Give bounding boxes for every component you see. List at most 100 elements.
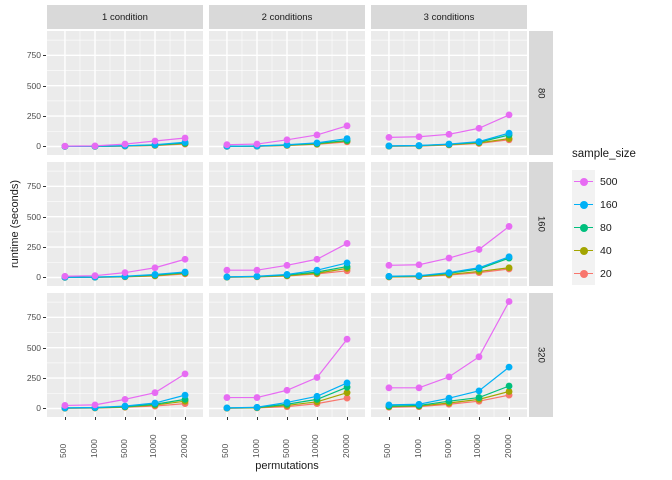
data-point bbox=[313, 266, 321, 274]
x-tick-label: 500 bbox=[382, 443, 393, 458]
data-point bbox=[91, 401, 99, 409]
data-point bbox=[223, 394, 231, 401]
legend-items: 500 160 80 40 20 bbox=[572, 170, 672, 285]
facet-panel bbox=[371, 162, 527, 286]
data-point bbox=[475, 387, 483, 395]
data-point bbox=[385, 133, 393, 141]
data-point bbox=[151, 137, 159, 145]
data-point bbox=[253, 403, 261, 411]
data-point bbox=[151, 399, 159, 407]
data-point bbox=[385, 384, 393, 392]
legend-key-swatch bbox=[572, 193, 595, 216]
data-point bbox=[343, 394, 351, 402]
data-point bbox=[343, 335, 351, 343]
data-point bbox=[253, 266, 261, 274]
facet-strip-col: 3 conditions bbox=[371, 5, 527, 29]
data-point bbox=[475, 394, 483, 401]
legend-item: 160 bbox=[572, 193, 672, 216]
y-tick-label: 500 bbox=[26, 211, 41, 222]
data-point bbox=[181, 255, 189, 263]
legend-key-swatch bbox=[572, 262, 595, 285]
data-point bbox=[385, 272, 393, 280]
x-tick-mark bbox=[125, 417, 126, 420]
data-point bbox=[445, 140, 453, 148]
data-point bbox=[223, 273, 231, 281]
y-tick-label: 750 bbox=[26, 181, 41, 192]
facet-panel bbox=[209, 162, 365, 286]
data-point bbox=[475, 246, 483, 253]
data-point bbox=[475, 138, 483, 146]
data-point bbox=[313, 131, 321, 139]
data-point bbox=[505, 111, 513, 119]
facet-strip-col: 2 conditions bbox=[209, 5, 365, 29]
x-tick-mark bbox=[347, 417, 349, 420]
data-point bbox=[151, 389, 159, 397]
data-point bbox=[343, 135, 351, 142]
x-tick-label: 1000 bbox=[88, 439, 99, 458]
data-point bbox=[415, 261, 423, 269]
data-point bbox=[91, 272, 99, 280]
y-tick-mark bbox=[43, 247, 46, 249]
data-point bbox=[283, 386, 291, 394]
data-point bbox=[415, 142, 423, 149]
data-point bbox=[445, 394, 453, 402]
y-tick-mark bbox=[43, 116, 46, 118]
data-point bbox=[223, 404, 231, 412]
y-tick-mark bbox=[43, 216, 46, 218]
facet-panel bbox=[209, 31, 365, 155]
x-tick-mark bbox=[287, 417, 288, 420]
legend-key-swatch bbox=[572, 170, 595, 193]
y-tick-label: 500 bbox=[26, 342, 41, 353]
legend-key-swatch bbox=[572, 239, 595, 262]
x-tick-mark bbox=[478, 417, 480, 420]
data-point bbox=[385, 401, 393, 409]
data-point bbox=[121, 269, 129, 277]
data-point bbox=[445, 254, 453, 262]
data-point bbox=[415, 400, 423, 408]
data-point bbox=[445, 130, 453, 138]
data-point bbox=[313, 255, 321, 263]
data-point bbox=[385, 142, 393, 150]
x-tick-label: 1000 bbox=[412, 439, 423, 458]
data-point bbox=[61, 142, 69, 150]
x-tick-mark bbox=[95, 417, 96, 420]
y-tick-mark bbox=[43, 277, 46, 279]
data-point bbox=[313, 139, 321, 147]
x-tick-label: 20000 bbox=[502, 434, 513, 458]
data-point bbox=[283, 136, 291, 144]
x-tick-label: 20000 bbox=[178, 434, 189, 458]
data-point bbox=[283, 141, 291, 149]
data-point bbox=[475, 353, 483, 361]
facet-panel bbox=[209, 293, 365, 417]
data-point bbox=[415, 384, 423, 392]
data-point bbox=[415, 272, 423, 280]
y-tick-label: 250 bbox=[26, 373, 41, 384]
data-point bbox=[475, 264, 483, 272]
data-point bbox=[385, 261, 393, 269]
y-tick-mark bbox=[43, 186, 46, 188]
y-tick-label: 750 bbox=[26, 312, 41, 323]
y-tick-label: 750 bbox=[26, 50, 41, 61]
data-point bbox=[313, 392, 321, 400]
data-point bbox=[181, 391, 189, 399]
y-tick-mark bbox=[43, 408, 46, 410]
data-point bbox=[151, 271, 159, 278]
facet-strip-row: 80 bbox=[529, 31, 553, 155]
x-tick-label: 1000 bbox=[250, 439, 261, 458]
y-tick-mark bbox=[43, 317, 46, 319]
x-tick-label: 5000 bbox=[442, 439, 453, 458]
data-point bbox=[505, 363, 513, 371]
data-point bbox=[343, 389, 351, 397]
data-point bbox=[151, 264, 159, 272]
data-point bbox=[91, 142, 99, 150]
legend-item: 80 bbox=[572, 216, 672, 239]
facet-strip-col: 1 condition bbox=[47, 5, 203, 29]
data-point bbox=[505, 253, 513, 261]
y-tick-label: 250 bbox=[26, 111, 41, 122]
data-point bbox=[343, 379, 351, 387]
x-tick-label: 5000 bbox=[118, 439, 129, 458]
facet-panel bbox=[47, 31, 203, 155]
y-tick-label: 250 bbox=[26, 242, 41, 253]
facet-strip-row: 320 bbox=[529, 293, 553, 417]
legend-item-label: 20 bbox=[600, 267, 612, 280]
